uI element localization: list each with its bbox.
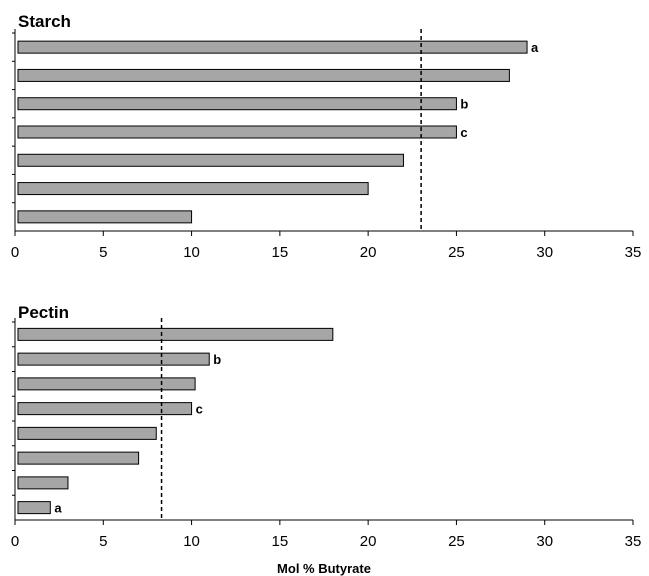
x-axis-label: Mol % Butyrate [277, 561, 371, 576]
x-tick-label: 20 [360, 244, 377, 261]
bar [17, 153, 404, 167]
bar [17, 68, 510, 82]
x-tick-label: 25 [448, 533, 465, 550]
chart-title: Starch [18, 12, 71, 31]
bar [17, 501, 51, 515]
bar [17, 125, 457, 139]
bar [17, 97, 457, 111]
bar-label: b [213, 352, 221, 367]
bar-label: a [54, 501, 62, 516]
bar [17, 377, 196, 391]
bar-label: c [460, 125, 467, 140]
x-tick-label: 35 [625, 533, 642, 550]
chart-title: Pectin [18, 303, 69, 322]
bar [17, 476, 69, 490]
x-tick-label: 35 [625, 244, 642, 261]
bar [17, 210, 193, 224]
pectin-chart: Pectin b c a 0 5 10 15 20 25 30 35 Mol % Butyrate [11, 303, 642, 576]
x-tick-label: 0 [11, 244, 19, 261]
x-tick-label: 25 [448, 244, 465, 261]
bar [17, 402, 193, 416]
bar [17, 451, 140, 465]
x-tick-label: 5 [99, 533, 107, 550]
x-tick-label: 30 [536, 533, 553, 550]
bar-label: b [460, 97, 468, 112]
x-tick-label: 20 [360, 533, 377, 550]
x-tick-label: 0 [11, 533, 19, 550]
x-tick-label: 10 [183, 533, 200, 550]
x-tick-label: 5 [99, 244, 107, 261]
bar [17, 40, 528, 54]
x-tick-label: 15 [272, 244, 289, 261]
x-tick-label: 15 [272, 533, 289, 550]
bar [17, 327, 334, 341]
bar [17, 182, 369, 196]
bar-label: a [531, 40, 539, 55]
x-tick-label: 30 [536, 244, 553, 261]
starch-chart: Starch a bc 0 5 10 15 20 25 30 35 [11, 12, 642, 261]
x-tick-label: 10 [183, 244, 200, 261]
bar [17, 352, 210, 366]
bar-label: c [196, 402, 203, 417]
bar [17, 426, 157, 440]
